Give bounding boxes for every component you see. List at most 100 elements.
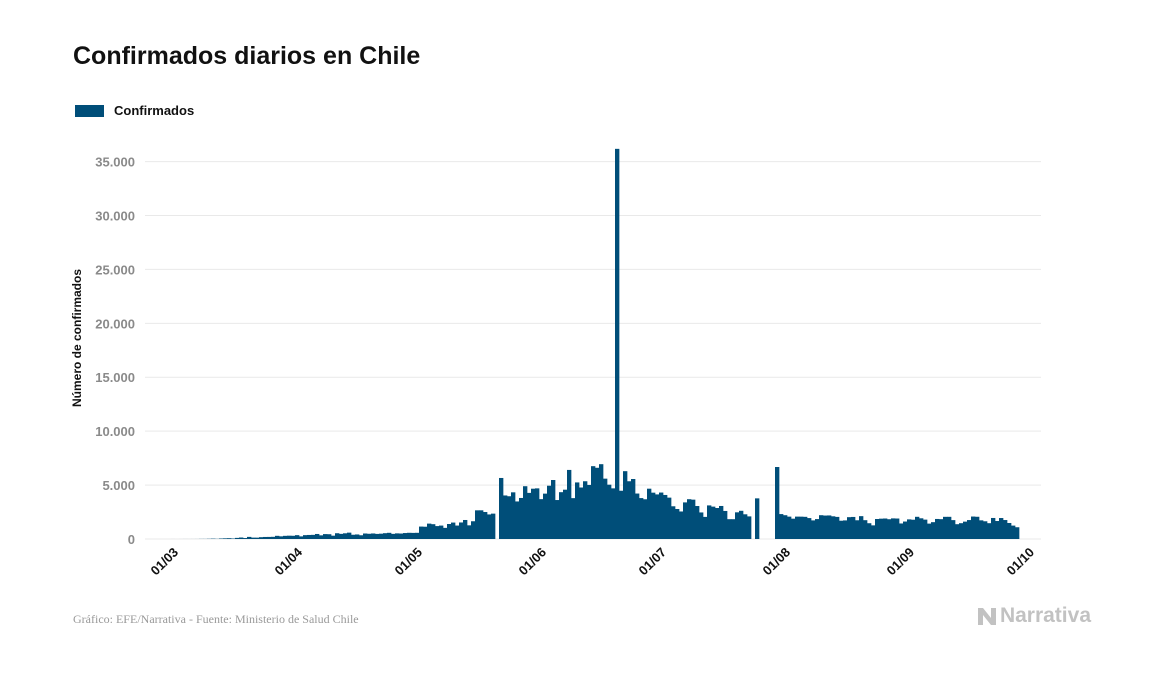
bar bbox=[755, 498, 760, 539]
x-tick-label: 01/06 bbox=[516, 545, 550, 579]
bar bbox=[919, 518, 924, 539]
bar bbox=[491, 513, 496, 539]
legend-swatch bbox=[75, 104, 104, 117]
bar bbox=[387, 532, 392, 539]
bar bbox=[483, 512, 488, 539]
bar bbox=[619, 490, 624, 539]
bar bbox=[683, 502, 688, 539]
bar bbox=[899, 523, 904, 539]
bar bbox=[951, 520, 956, 539]
bar bbox=[407, 532, 412, 539]
bar bbox=[903, 521, 908, 539]
bar bbox=[355, 534, 360, 539]
bar bbox=[319, 535, 324, 539]
bar-chart: 0 5.000 10.000 15.000 20.000 25.000 30.000 35.0… bbox=[70, 148, 1041, 579]
bar bbox=[587, 484, 592, 539]
bar bbox=[575, 482, 580, 539]
bar bbox=[287, 535, 292, 539]
bar bbox=[415, 532, 420, 539]
bar bbox=[283, 535, 288, 539]
bar bbox=[571, 498, 576, 539]
bar bbox=[875, 519, 880, 539]
bar bbox=[331, 535, 336, 539]
bar bbox=[831, 516, 836, 539]
bar bbox=[555, 500, 560, 539]
bar bbox=[591, 466, 596, 539]
y-tick-label: 35.000 bbox=[95, 155, 135, 170]
bar bbox=[615, 148, 620, 539]
bar bbox=[535, 488, 540, 539]
bar bbox=[431, 524, 436, 539]
bar bbox=[891, 518, 896, 539]
bar bbox=[427, 523, 432, 539]
bar bbox=[991, 517, 996, 539]
bar bbox=[419, 526, 424, 539]
bar bbox=[963, 521, 968, 539]
bar bbox=[695, 506, 700, 539]
bar bbox=[835, 516, 840, 539]
bar bbox=[947, 516, 952, 539]
bar bbox=[503, 495, 508, 539]
bar bbox=[631, 479, 636, 539]
bar bbox=[811, 520, 816, 539]
bar bbox=[871, 525, 876, 539]
bar bbox=[607, 484, 612, 539]
bar bbox=[735, 512, 740, 539]
y-tick-label: 25.000 bbox=[95, 262, 135, 277]
bar bbox=[507, 496, 512, 539]
bar bbox=[435, 526, 440, 539]
bar bbox=[599, 464, 604, 539]
bar bbox=[579, 487, 584, 539]
bar bbox=[423, 526, 428, 539]
bar bbox=[527, 492, 532, 539]
bar bbox=[715, 508, 720, 539]
bar bbox=[775, 467, 780, 539]
bar bbox=[623, 471, 628, 539]
bar bbox=[511, 492, 516, 539]
bar bbox=[995, 521, 1000, 539]
brand-logo: Narrativa bbox=[977, 604, 1091, 628]
bar bbox=[243, 538, 248, 539]
bar bbox=[367, 533, 372, 539]
bar bbox=[1007, 522, 1012, 539]
y-tick-label: 15.000 bbox=[95, 370, 135, 385]
bar bbox=[303, 535, 308, 539]
y-axis-label: Número de confirmados bbox=[70, 269, 84, 407]
bar bbox=[595, 467, 600, 539]
legend: Confirmados bbox=[75, 103, 194, 118]
y-tick-label: 10.000 bbox=[95, 424, 135, 439]
bars bbox=[171, 148, 1020, 539]
bar bbox=[455, 525, 460, 539]
bar bbox=[327, 534, 332, 539]
bar bbox=[643, 499, 648, 539]
bar bbox=[227, 538, 232, 539]
bar bbox=[459, 522, 464, 539]
bar bbox=[1011, 525, 1016, 539]
bar bbox=[883, 518, 888, 539]
bar bbox=[255, 537, 260, 539]
bar bbox=[719, 505, 724, 539]
bar bbox=[343, 533, 348, 539]
bar bbox=[347, 532, 352, 539]
narrativa-logo-icon bbox=[977, 608, 996, 625]
bar bbox=[363, 533, 368, 539]
bar bbox=[471, 521, 476, 539]
bar bbox=[967, 520, 972, 539]
x-tick-label: 01/03 bbox=[148, 545, 182, 579]
bar bbox=[803, 516, 808, 539]
bar bbox=[783, 515, 788, 539]
bar bbox=[815, 519, 820, 539]
bar bbox=[711, 506, 716, 539]
bar bbox=[935, 518, 940, 539]
bar bbox=[651, 492, 656, 539]
bar bbox=[927, 523, 932, 539]
bar bbox=[739, 510, 744, 539]
bar bbox=[559, 492, 564, 539]
bar bbox=[839, 520, 844, 539]
bar bbox=[907, 519, 912, 539]
bar bbox=[663, 494, 668, 539]
bar bbox=[395, 533, 400, 539]
bar bbox=[843, 520, 848, 539]
bar bbox=[487, 514, 492, 539]
bar bbox=[863, 520, 868, 539]
